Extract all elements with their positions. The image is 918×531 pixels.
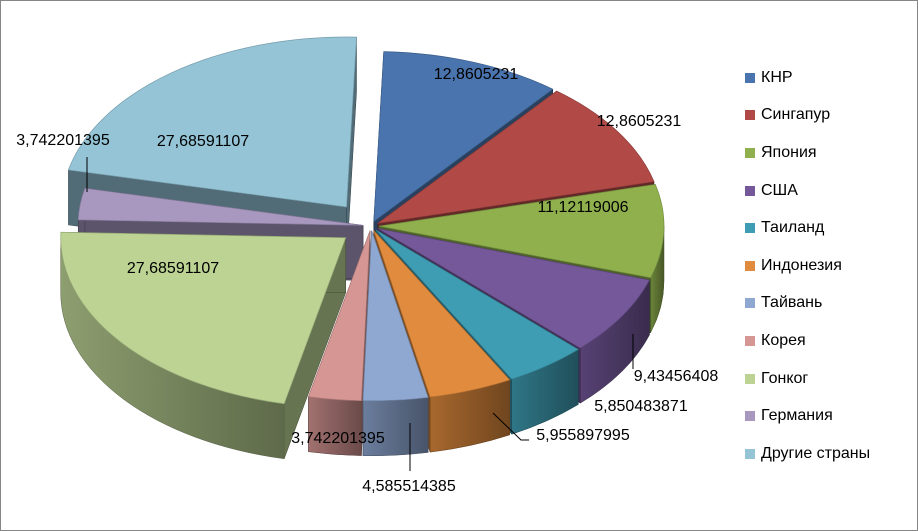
legend-item: КНР — [745, 59, 915, 97]
legend-item: США — [745, 172, 915, 210]
legend-swatch — [745, 373, 755, 384]
data-label: 3,742201395 — [291, 430, 385, 447]
legend-swatch — [745, 335, 755, 346]
legend-swatch — [745, 223, 755, 234]
legend-swatch — [745, 411, 755, 422]
legend-label: Япония — [761, 143, 817, 161]
legend: КНР Сингапур Япония США Таиланд Индонезия Тайв… — [745, 59, 915, 473]
legend-swatch — [745, 260, 755, 271]
data-label: 5,850483871 — [594, 398, 688, 415]
data-label: 12,8605231 — [597, 113, 682, 130]
legend-swatch — [745, 72, 755, 83]
legend-item: Япония — [745, 134, 915, 172]
legend-item: Таиланд — [745, 209, 915, 247]
legend-swatch — [745, 448, 755, 459]
legend-label: Индонезия — [761, 256, 842, 274]
data-label: 5,955897995 — [536, 427, 630, 444]
legend-item: Индонезия — [745, 247, 915, 285]
data-label: 12,8605231 — [434, 66, 519, 83]
pie-slice — [307, 230, 371, 456]
legend-item: Гонког — [745, 360, 915, 398]
legend-label: Другие страны — [761, 444, 871, 462]
data-label: 9,43456408 — [634, 368, 719, 385]
legend-item: Сингапур — [745, 97, 915, 135]
legend-item: Германия — [745, 397, 915, 435]
data-label: 11,12119006 — [537, 199, 628, 216]
legend-item: Корея — [745, 322, 915, 360]
pie-slice — [60, 231, 347, 460]
data-label: 27,68591107 — [157, 133, 249, 150]
data-label: 3,742201395 — [16, 132, 110, 149]
legend-label: Гонког — [761, 369, 809, 387]
legend-label: Корея — [761, 331, 806, 349]
legend-swatch — [745, 298, 755, 309]
legend-label: Германия — [761, 407, 833, 425]
legend-label: Таиланд — [761, 219, 825, 237]
legend-swatch — [745, 110, 755, 121]
leader-line — [492, 412, 529, 441]
legend-swatch — [745, 185, 755, 196]
pie-slice — [362, 230, 429, 457]
legend-label: США — [761, 181, 798, 199]
legend-swatch — [745, 147, 755, 158]
data-label: 27,68591107 — [127, 260, 219, 277]
legend-item: Другие страны — [745, 435, 915, 473]
data-label: 4,585514385 — [362, 478, 456, 495]
legend-label: КНР — [761, 68, 793, 86]
legend-label: Сингапур — [761, 106, 831, 124]
legend-label: Тайвань — [761, 294, 823, 312]
legend-item: Тайвань — [745, 285, 915, 323]
